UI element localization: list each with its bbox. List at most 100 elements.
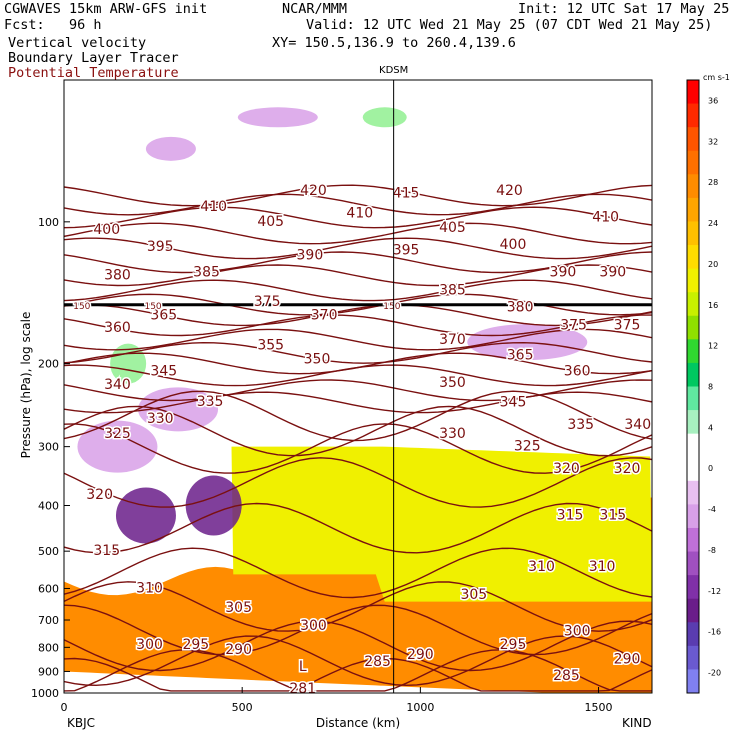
colorbar-tick-label: -20	[708, 669, 721, 678]
colorbar-tick-label: 24	[708, 219, 718, 228]
velocity-blob	[362, 107, 407, 128]
tracer-yellow-layer	[231, 446, 652, 602]
isentrope-390	[64, 264, 652, 287]
contour-label: 400	[93, 222, 120, 238]
colorbar-tick-label: 4	[708, 423, 713, 432]
contour-label: 375	[614, 318, 641, 334]
colorbar-swatch	[687, 386, 699, 411]
model-title: CGWAVES 15km ARW-GFS init	[4, 1, 208, 17]
contour-label: 150	[144, 302, 161, 312]
isentrope-395	[64, 251, 652, 274]
isentrope-345	[64, 379, 652, 402]
contour-label: 325	[104, 426, 131, 442]
colorbar-tick-label: 32	[708, 137, 718, 146]
colorbar-swatch	[687, 245, 699, 270]
contour-label: 290	[614, 652, 641, 668]
y-tick-label: 200	[38, 358, 59, 371]
contour-label: 281	[289, 681, 316, 697]
y-tick-label: 800	[38, 641, 59, 654]
isentrope-350	[64, 364, 652, 387]
contour-label: 305	[225, 600, 252, 616]
isentrope-300	[64, 604, 652, 656]
center-label: NCAR/MMM	[282, 1, 348, 17]
colorbar-swatch	[687, 339, 699, 364]
isentrope-285	[64, 649, 652, 692]
init-time: Init: 12 UTC Sat 17 May 25	[518, 1, 730, 17]
contour-label: 390	[297, 248, 324, 264]
y-tick-label: 1000	[31, 687, 59, 700]
x-left-station-label: KBJC	[67, 716, 95, 730]
contour-label: 335	[197, 394, 224, 410]
isentropes	[64, 184, 652, 692]
colorbar-swatch	[687, 221, 699, 246]
colorbar-tick-label: 0	[708, 464, 713, 473]
contour-label: 350	[304, 352, 331, 368]
colorbar-swatch	[687, 622, 699, 647]
y-tick-label: 300	[38, 441, 59, 454]
colorbar-swatch	[687, 268, 699, 293]
contour-label: 320	[553, 461, 580, 477]
contour-label: 415	[393, 185, 420, 201]
y-axis-title: Pressure (hPa), log scale	[19, 312, 33, 459]
y-tick-label: 700	[38, 614, 59, 627]
colorbar-swatch	[687, 669, 699, 694]
isentrope-405	[64, 222, 652, 245]
contour-label: 320	[86, 487, 113, 503]
x-tick-label: 0	[61, 701, 68, 714]
colorbar-units: cm s-1	[703, 73, 730, 82]
contour-label: 365	[507, 347, 534, 363]
y-tick-label: 500	[38, 545, 59, 558]
contour-label: 330	[439, 426, 466, 442]
isentrope-380	[64, 293, 652, 316]
velocity-blob	[185, 475, 242, 536]
isentrope-400	[64, 237, 652, 260]
contour-label: 285	[364, 654, 391, 670]
colorbar-swatch	[687, 575, 699, 600]
contour-label: 330	[147, 411, 174, 427]
contour-label: 290	[225, 642, 252, 658]
x-tick-label: 1500	[585, 701, 613, 714]
colorbar-swatch	[687, 362, 699, 387]
contour-label: 390	[550, 264, 577, 280]
colorbar-frame	[686, 79, 700, 694]
contour-label: 365	[150, 307, 177, 323]
contour-label: 310	[528, 559, 555, 575]
velocity-blob	[237, 107, 318, 128]
contour-label: 305	[460, 587, 487, 603]
isentrope-330	[64, 405, 652, 457]
contour-label: 285	[553, 668, 580, 684]
contour-label: 370	[439, 332, 466, 348]
isentrope-281	[64, 657, 652, 692]
contour-label: 150	[73, 302, 90, 312]
colorbar-tick-label: -12	[708, 587, 721, 596]
velocity-blob	[77, 420, 158, 473]
contour-label: 360	[104, 320, 131, 336]
contour-label: 410	[200, 199, 227, 215]
isentrope-290	[64, 635, 652, 687]
contour-label: 380	[104, 268, 131, 284]
colorbar-swatch	[687, 457, 699, 482]
contour-label: 405	[439, 220, 466, 236]
contour-label: 340	[104, 377, 131, 393]
isentrope-370	[64, 314, 652, 337]
colorbar-tick-label: 16	[708, 301, 718, 310]
colorbar-swatch	[687, 197, 699, 222]
terrain-mask	[64, 693, 652, 703]
contour-label: 325	[514, 439, 541, 455]
colorbar-swatch	[687, 598, 699, 623]
contour-label: 400	[500, 237, 527, 253]
forecast-hour: Fcst: 96 h	[4, 17, 102, 33]
velocity-blob	[145, 136, 196, 161]
x-tick-label: 1000	[406, 701, 434, 714]
x-tick-label: 500	[232, 701, 253, 714]
contour-label: 395	[393, 242, 420, 258]
contour-label: 300	[136, 637, 163, 653]
contour-label: 405	[257, 214, 284, 230]
contour-label: 150	[383, 302, 400, 312]
field-label-theta: Potential Temperature	[8, 65, 179, 81]
colorbar-tick-label: 36	[708, 96, 718, 105]
contour-label: 300	[300, 618, 327, 634]
colorbar-swatch	[687, 127, 699, 152]
isentrope-335	[64, 390, 652, 442]
